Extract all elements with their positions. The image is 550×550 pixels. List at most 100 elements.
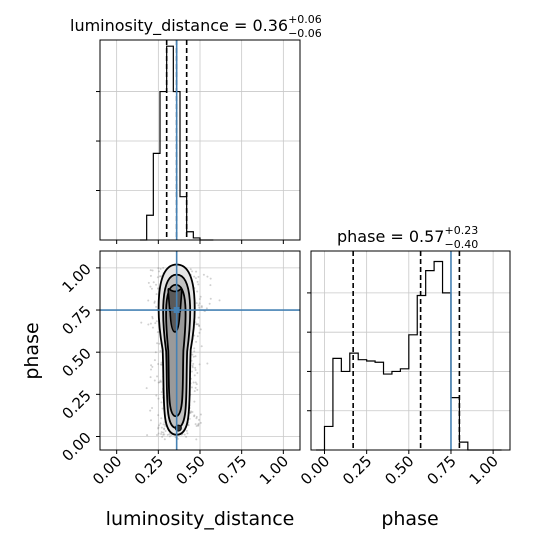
p2-sample-point xyxy=(162,266,165,269)
p2-sample-point xyxy=(199,295,202,298)
p1-grid xyxy=(100,40,300,240)
p2-sample-point xyxy=(209,297,212,300)
p2-sample-point xyxy=(195,415,198,418)
panel-2d-density: 0.000.000.250.250.500.500.750.751.001.00… xyxy=(21,250,301,530)
p2-sample-point xyxy=(208,302,211,305)
p2-sample-point xyxy=(159,363,162,366)
p2-sample-point xyxy=(157,397,160,400)
p2-sample-point xyxy=(151,315,154,318)
p1-quantile-lines xyxy=(165,40,188,240)
p2-sample-point xyxy=(150,287,153,290)
p2-sample-point xyxy=(156,331,159,334)
p2-sample-point xyxy=(157,381,160,384)
p2-sample-point xyxy=(163,427,166,430)
p2-sample-point xyxy=(155,394,158,397)
p1-title-main: luminosity_distance = 0.36 xyxy=(70,16,288,36)
p2-sample-point xyxy=(195,424,198,427)
p2-sample-point xyxy=(196,280,199,283)
p2-sample-point xyxy=(170,434,173,437)
p2-sample-point xyxy=(149,322,152,325)
p2-sample-point xyxy=(154,351,157,354)
p2-sample-point xyxy=(196,388,199,391)
p2-sample-point xyxy=(197,423,200,426)
p2-sample-point xyxy=(149,419,152,422)
p2-sample-point xyxy=(157,287,160,290)
p1-title: luminosity_distance = 0.36+0.06 −0.06 xyxy=(70,13,322,40)
p2-sample-point xyxy=(197,418,200,421)
p2-sample-point xyxy=(183,433,186,436)
p3-grid xyxy=(311,251,510,450)
p2-sample-point xyxy=(161,407,164,410)
p2-sample-point xyxy=(198,298,201,301)
p3-quantile-lines xyxy=(352,251,461,450)
p2-sample-point xyxy=(194,386,197,389)
p3-title: phase = 0.57+0.23 −0.40 xyxy=(337,224,478,251)
p2-sample-point xyxy=(155,433,158,436)
p2-sample-point xyxy=(202,273,205,276)
p2-sample-point xyxy=(151,269,154,272)
p2-sample-point xyxy=(189,411,192,414)
p2-sample-point xyxy=(195,383,198,386)
p3-title-sup: +0.23 xyxy=(444,224,478,237)
p2-sample-point xyxy=(196,290,199,293)
p2-sample-point xyxy=(151,407,154,410)
p3-xtick-label-2: 0.50 xyxy=(381,452,417,488)
p2-sample-point xyxy=(163,428,166,431)
p2-sample-point xyxy=(195,438,198,441)
p2-sample-point xyxy=(157,267,160,270)
p2-sample-point xyxy=(193,415,196,418)
p2-sample-point xyxy=(198,324,201,327)
p2-sample-point xyxy=(164,430,167,433)
p2-sample-point xyxy=(163,433,166,436)
p2-sample-point xyxy=(149,376,152,379)
p2-sample-point xyxy=(159,422,162,425)
p2-sample-point xyxy=(140,321,143,324)
p3-title-main: phase = 0.57 xyxy=(337,227,444,246)
p2-sample-point xyxy=(160,431,163,434)
p2-grid xyxy=(100,251,300,450)
p2-sample-point xyxy=(197,275,200,278)
p2-sample-point xyxy=(157,432,160,435)
p2-xtick-label-2: 0.50 xyxy=(172,452,208,488)
p2-sample-point xyxy=(158,342,161,345)
p2-sample-point xyxy=(164,424,167,427)
p2-sample-point xyxy=(192,362,195,365)
p2-sample-point xyxy=(194,277,197,280)
p2-sample-point xyxy=(199,328,202,331)
p2-xtick-label-0: 0.00 xyxy=(89,452,125,488)
p2-sample-point xyxy=(190,370,193,373)
p1-ticks xyxy=(96,91,284,244)
p2-sample-point xyxy=(192,381,195,384)
p2-sample-point xyxy=(195,270,198,273)
p2-truth-marker xyxy=(173,307,180,314)
p2-sample-point xyxy=(193,414,196,417)
p2-sample-point xyxy=(149,285,152,288)
panel-luminosity-distance-hist: luminosity_distance = 0.36+0.06 −0.06 xyxy=(70,13,322,244)
p2-sample-point xyxy=(205,307,208,310)
p2-sample-point xyxy=(197,424,200,427)
p2-sample-point xyxy=(185,435,188,438)
p2-sample-point xyxy=(189,410,192,413)
p2-sample-point xyxy=(157,426,160,429)
panel-phase-hist: 0.00 0.25 0.50 0.75 1.00 phase = 0.57+0.23 −0… xyxy=(297,224,511,530)
p2-truth-lines xyxy=(100,251,300,450)
p2-sample-point xyxy=(195,417,198,420)
p2-ytick-label-1: 0.25 xyxy=(58,386,94,422)
p2-sample-point xyxy=(191,410,194,413)
p2-sample-point xyxy=(168,435,171,438)
p2-sample-point xyxy=(152,281,155,284)
p1-title-sup: +0.06 xyxy=(288,13,322,26)
p2-sample-point xyxy=(160,363,163,366)
y-axis-label-phase: phase xyxy=(21,322,43,379)
p2-sample-point xyxy=(150,364,153,367)
p2-sample-point xyxy=(198,325,201,328)
p3-ticks: 0.00 0.25 0.50 0.75 1.00 xyxy=(297,292,502,488)
x-axis-label-phase: phase xyxy=(381,508,438,530)
p2-sample-point xyxy=(159,350,162,353)
p2-sample-point xyxy=(160,275,163,278)
p2-sample-point xyxy=(193,374,196,377)
p2-sample-point xyxy=(190,386,193,389)
p2-sample-point xyxy=(168,433,171,436)
p2-sample-point xyxy=(206,362,209,365)
